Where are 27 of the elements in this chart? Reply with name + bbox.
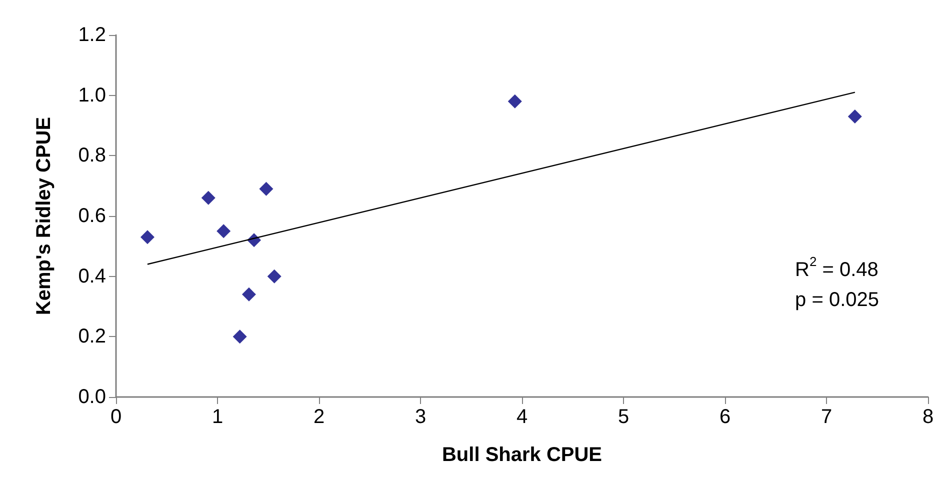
y-tick-label: 0.4 — [78, 265, 106, 288]
y-tick-label: 1.0 — [78, 84, 106, 106]
point — [259, 182, 274, 196]
point — [508, 94, 522, 108]
y-tick-label: 0.0 — [78, 386, 106, 408]
x-axis-title: Bull Shark CPUE — [442, 444, 602, 466]
y-tick-label: 0.2 — [78, 326, 106, 348]
x-tick-label: 1 — [212, 406, 224, 428]
y-axis-title: Kemp's Ridley CPUE — [33, 116, 55, 316]
point — [216, 224, 231, 238]
y-tick-label: 1.2 — [78, 24, 106, 46]
y-tick-label: 0.6 — [78, 205, 106, 227]
x-tick-label: 4 — [516, 406, 528, 428]
point — [242, 287, 256, 302]
point — [140, 230, 154, 244]
x-tick-label: 8 — [922, 406, 934, 428]
x-tick-label: 2 — [313, 406, 325, 428]
point — [848, 109, 862, 124]
point — [267, 269, 282, 284]
y-tick-label: 0.8 — [78, 144, 106, 167]
point — [201, 190, 216, 205]
point — [232, 330, 247, 344]
x-tick-label: 6 — [719, 406, 731, 428]
x-tick-label: 5 — [618, 406, 630, 428]
x-tick-label: 7 — [820, 406, 832, 428]
x-tick-label: 0 — [110, 406, 122, 428]
x-tick-label: 3 — [414, 406, 426, 428]
